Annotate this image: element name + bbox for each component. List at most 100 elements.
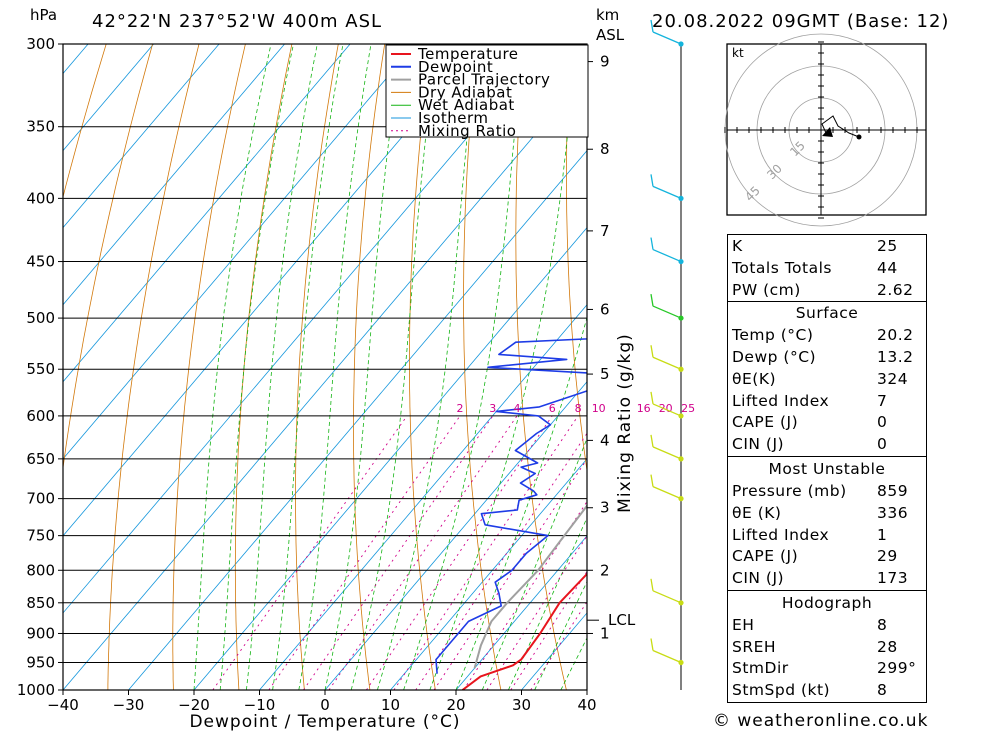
- legend-label: Mixing Ratio: [418, 122, 516, 140]
- k-index-label: K: [732, 237, 743, 255]
- legend-label: Wet Adiabat: [418, 96, 515, 114]
- isotherm-line: [63, 44, 351, 383]
- dewpoint-line: [435, 338, 587, 674]
- dry-adiabat-line: [515, 44, 567, 690]
- isotherm-line: [455, 535, 587, 690]
- pressure-tick-label: 350: [26, 118, 55, 136]
- legend-label: Parcel Trajectory: [418, 71, 550, 89]
- surface-dewp-value: 13.2: [877, 348, 914, 366]
- surface-cin-label: CIN (J): [732, 435, 785, 453]
- isotherm-line: [63, 44, 154, 152]
- dry-adiabat-line: [409, 44, 436, 690]
- legend-label: Dewpoint: [418, 58, 493, 76]
- mu-li-value: 1: [877, 526, 888, 544]
- wet-adiabat-line: [403, 44, 524, 690]
- wind-barb: [650, 237, 682, 263]
- pressure-tick-label: 850: [26, 594, 55, 612]
- hodograph: kt 15 30 45: [724, 33, 927, 227]
- isobar-lines: [63, 44, 587, 690]
- altitude-tick-label: 7: [600, 222, 610, 240]
- mixing-ratio-label: 25: [681, 402, 695, 415]
- mixing-ratio-line: [303, 415, 494, 690]
- isotherm-line: [63, 72, 587, 690]
- surface-cin-value: 0: [877, 435, 888, 453]
- mixing-ratio-line: [433, 458, 587, 690]
- mu-pressure-value: 859: [877, 482, 909, 500]
- legend-label: Isotherm: [418, 109, 489, 127]
- isotherm-line: [193, 227, 587, 690]
- isotherm-line: [63, 44, 220, 229]
- wet-adiabat-line: [219, 44, 294, 690]
- location-title: 42°22'N 237°52'W 400m ASL: [92, 11, 382, 32]
- dry-adiabat-line: [107, 44, 200, 690]
- wind-barb: [650, 345, 682, 370]
- wind-barb: [650, 578, 682, 604]
- mixing-ratio-labels: 2 3 4 6 8 10 16 20 25: [457, 402, 696, 415]
- dry-adiabat-line: [63, 44, 153, 471]
- temperature-tick-label: −10: [244, 696, 276, 714]
- temperature-tick-label: 20: [446, 696, 465, 714]
- wet-adiabat-line: [508, 516, 587, 690]
- isotherm-line: [259, 304, 587, 690]
- y-axis-right-label: Mixing Ratio (g/kg): [615, 333, 635, 513]
- stmspd-label: StmSpd (kt): [732, 681, 831, 699]
- surface-li-label: Lifted Index: [732, 392, 830, 410]
- eh-label: EH: [732, 616, 755, 634]
- wet-adiabat-line: [350, 44, 438, 690]
- stmdir-value: 299°: [877, 659, 917, 677]
- surface-dewp-label: Dewp (°C): [732, 348, 817, 366]
- mixing-ratio-label: 16: [637, 402, 651, 415]
- eh-value: 8: [877, 616, 888, 634]
- wind-barb: [650, 19, 682, 45]
- mu-cape-label: CAPE (J): [732, 547, 799, 565]
- pressure-tick-label: 500: [26, 309, 55, 327]
- lcl-label: LCL: [608, 611, 636, 629]
- dry-adiabat-line: [988, 44, 1000, 690]
- altitude-tick-label: 1: [600, 624, 610, 642]
- hpa-unit-label: hPa: [30, 6, 57, 24]
- dry-adiabat-line: [353, 44, 386, 690]
- isotherm-line: [63, 44, 482, 537]
- pressure-tick-label: 300: [26, 35, 55, 53]
- pressure-tick-label: 450: [26, 253, 55, 271]
- wet-adiabat-line: [534, 580, 587, 690]
- most-unstable-block: Most Unstable Pressure (mb) 859 θE (K) 336…: [727, 457, 927, 591]
- temperature-tick-label: −20: [178, 696, 210, 714]
- mixing-ratio-label: 20: [659, 402, 673, 415]
- hodograph-unit: kt: [732, 46, 744, 60]
- temperature-tick-label: −40: [47, 696, 79, 714]
- altitude-tick-label: 5: [600, 365, 610, 383]
- mixing-ratio-label: 3: [489, 402, 496, 415]
- mixing-ratio-line: [268, 415, 461, 690]
- most-unstable-title: Most Unstable: [768, 460, 886, 478]
- stmdir-label: StmDir: [732, 659, 789, 677]
- pressure-axis: 300 350 400 450 500 550 600 650 700 750 800 850 900 9…: [17, 35, 63, 699]
- stmspd-value: 8: [877, 681, 888, 699]
- indices-block: K 25 Totals Totals 44 PW (cm) 2.62: [727, 234, 927, 302]
- wind-barb: [650, 474, 682, 500]
- hodograph-table-title: Hodograph: [781, 594, 873, 612]
- k-index-value: 25: [877, 237, 898, 255]
- temperature-tick-label: 0: [320, 696, 330, 714]
- hodograph-end-point: [856, 134, 862, 140]
- pw-value: 2.62: [877, 281, 914, 299]
- isotherm-line: [63, 44, 416, 460]
- wet-adiabat-line: [324, 44, 403, 690]
- datetime-title: 20.08.2022 09GMT (Base: 12): [652, 11, 949, 32]
- hodograph-trace: [821, 115, 860, 138]
- dry-adiabat-line: [942, 44, 1000, 690]
- mixing-ratio-line: [486, 535, 587, 690]
- wind-barb: [650, 391, 682, 417]
- totals-totals-value: 44: [877, 259, 898, 277]
- wet-adiabat-line: [377, 44, 478, 690]
- mixing-ratio-line: [366, 415, 553, 690]
- copyright-footer: © weatheronline.co.uk: [713, 711, 929, 731]
- mixing-ratio-label: 2: [457, 402, 464, 415]
- wet-adiabat-line: [481, 437, 587, 690]
- profile-lines: [435, 338, 587, 690]
- temperature-line: [461, 572, 587, 690]
- mixing-ratio-line: [212, 415, 408, 690]
- pressure-tick-label: 750: [26, 527, 55, 545]
- mu-thetae-value: 336: [877, 504, 909, 522]
